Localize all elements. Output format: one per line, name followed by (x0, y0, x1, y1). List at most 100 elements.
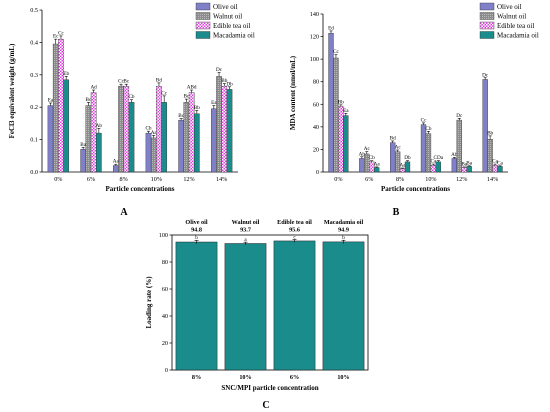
loading-bar (273, 240, 316, 371)
y-tick-label: 100 (159, 232, 168, 239)
y-tick-label: 0 (165, 367, 168, 374)
significance-label: Bb (338, 99, 344, 105)
significance-label: Db (226, 81, 233, 87)
significance-label: Ba (466, 160, 472, 166)
x-axis-title: Particle concentrations (381, 185, 450, 193)
group-name-label: Edible tea oil (277, 219, 312, 226)
significance-label: Ba (461, 161, 467, 167)
panel-label-b: B (393, 207, 400, 218)
significance-label: Ed (328, 25, 334, 31)
significance-label: a (244, 237, 247, 243)
legend-swatch-walnut-oil (195, 12, 211, 20)
bar-walnut-oil (183, 102, 190, 173)
significance-label: Bc (123, 79, 129, 85)
significance-label: Ba (80, 142, 86, 148)
significance-label: Ad (90, 85, 97, 91)
x-tick-label: 8% (120, 176, 128, 183)
bar-macadamia-oil (226, 89, 233, 173)
legend-label-walnut-oil: Walnut oil (497, 13, 526, 21)
x-tick-label: 6% (365, 176, 373, 183)
significance-label: Ab (451, 152, 458, 158)
value-label: 95.6 (289, 227, 300, 234)
bar-macadamia-oil (497, 166, 503, 173)
significance-label: Cc (421, 117, 427, 123)
significance-label: Aa (374, 161, 381, 167)
bar-macadamia-oil (63, 79, 69, 173)
bar-edible-tea-oil (338, 106, 344, 173)
x-tick-label: 6% (87, 176, 95, 183)
significance-label: Bb (221, 78, 227, 84)
significance-label: Ac (364, 146, 371, 152)
x-axis-title: SNC/MPI particle concentration (221, 384, 318, 392)
x-tick-label: 10% (239, 374, 251, 381)
x-tick-label: 6% (290, 374, 299, 381)
significance-label: Ab (359, 151, 366, 157)
significance-label: Dc (482, 72, 489, 78)
significance-label: Dc (456, 113, 463, 119)
significance-label: Bc (184, 94, 190, 100)
significance-label: Aa (113, 159, 120, 165)
value-label: 93.7 (240, 227, 251, 234)
y-tick-label: 0.5 (30, 7, 38, 14)
significance-label: Db (404, 155, 411, 161)
bar-walnut-oil (333, 57, 339, 173)
y-tick-label: 0.3 (30, 72, 38, 79)
x-tick-label: 12% (183, 176, 194, 183)
bar-olive-oil (178, 119, 184, 173)
x-tick-label: 8% (192, 374, 201, 381)
bar-edible-tea-oil (461, 167, 467, 173)
bar-edible-tea-oil (90, 92, 97, 173)
y-tick-label: 80 (162, 259, 168, 266)
significance-label: Ca (492, 159, 498, 165)
bar-macadamia-oil (128, 102, 135, 173)
legend-swatch-edible-tea-oil (479, 21, 495, 30)
group-name-label: Olive oil (185, 219, 207, 226)
bar-macadamia-oil (194, 113, 200, 173)
significance-label: Cc (161, 90, 167, 96)
loading-bar (175, 241, 218, 371)
significance-label: Bb (194, 105, 200, 111)
bar-olive-oil (211, 108, 217, 173)
legend-label-edible-tea-oil: Edible tea oil (213, 22, 250, 30)
bar-macadamia-oil (466, 166, 472, 173)
bar-edible-tea-oil (58, 38, 64, 173)
x-tick-label: 10% (151, 176, 162, 183)
significance-label: Bd (156, 77, 162, 83)
bar-edible-tea-oil (221, 85, 228, 173)
significance-label: Ca (431, 159, 437, 165)
significance-label: b (342, 235, 345, 241)
bar-edible-tea-oil (156, 85, 162, 173)
significance-label: Cb (128, 94, 134, 100)
significance-label: ABd (187, 85, 197, 91)
bar-olive-oil (482, 79, 488, 173)
bar-olive-oil (359, 158, 365, 173)
y-tick-label: 0.2 (30, 104, 38, 111)
y-tick-label: 20 (313, 146, 319, 153)
bar-macadamia-oil (435, 161, 441, 173)
significance-label: b (195, 235, 198, 241)
bar-walnut-oil (52, 43, 59, 173)
bar-olive-oil (80, 149, 86, 173)
significance-label: Cc (58, 30, 64, 36)
y-tick-label: 60 (313, 101, 319, 108)
y-tick-label: 140 (310, 11, 319, 18)
loading-bar (322, 241, 365, 371)
legend-label-olive-oil: Olive oil (213, 3, 238, 11)
panel-label-a: A (120, 207, 128, 218)
bar-walnut-oil (150, 137, 157, 173)
x-tick-label: 0% (54, 176, 62, 183)
y-tick-label: 0 (316, 169, 319, 176)
bar-walnut-oil (425, 133, 432, 173)
significance-label: Ac (395, 144, 402, 150)
y-tick-label: 40 (313, 124, 319, 131)
panel-label-c: C (262, 400, 269, 411)
bar-walnut-oil (118, 85, 124, 173)
bar-walnut-oil (487, 139, 493, 173)
significance-label: Bb (487, 130, 493, 136)
y-axis-title: Loading rate (%) (145, 276, 153, 329)
significance-label: Cb (369, 155, 375, 161)
y-tick-label: 0.0 (30, 169, 38, 176)
significance-label: Ab (96, 123, 103, 129)
bar-edible-tea-oil (399, 168, 406, 173)
